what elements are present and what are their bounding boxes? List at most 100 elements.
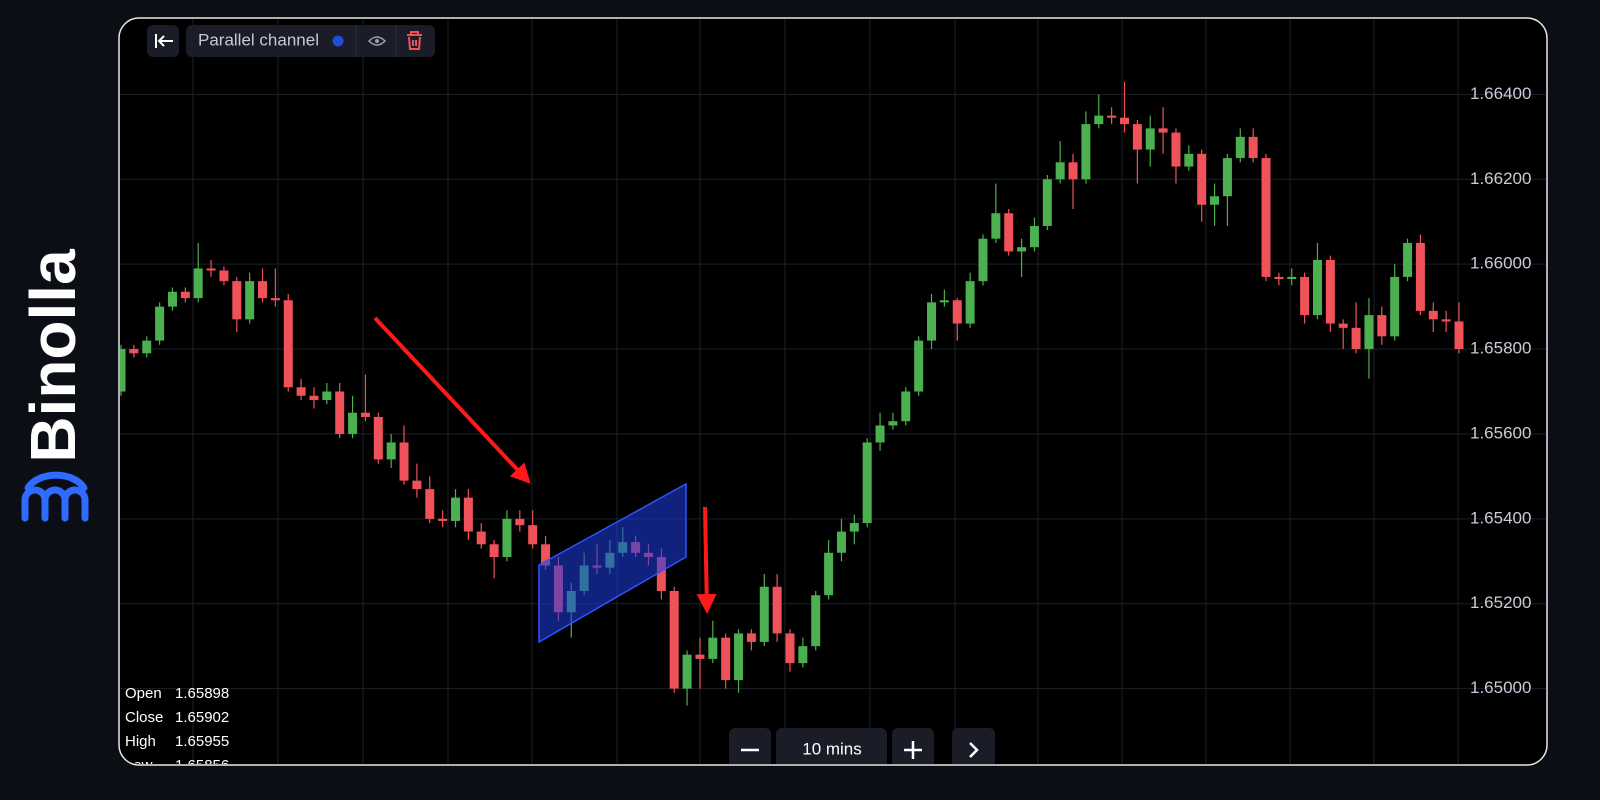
annotation-arrow [373,316,531,484]
delete-button[interactable] [407,31,422,50]
candle-body [373,416,383,460]
candle-body [1029,225,1039,248]
candle-body [502,518,512,558]
y-tick-label: 1.65200 [1470,593,1531,612]
candle-body [1300,276,1310,316]
visibility-button[interactable] [367,36,387,46]
candle-body [1222,158,1232,197]
candle-body [875,425,885,443]
y-axis: 1.66400 1.66200 1.66000 1.65800 1.65600 1.654… [1470,84,1531,697]
candle-body [914,340,924,392]
candle-body [541,544,551,566]
candle-body [1004,213,1014,252]
ohlc-value: 1.65898 [175,685,229,702]
candle-body [1454,321,1464,350]
parallel-channel[interactable] [538,482,687,644]
candle-body [1235,136,1245,159]
candle-body [219,270,229,282]
candle-body [386,442,396,460]
candle-body [1197,153,1207,205]
y-tick-label: 1.66400 [1470,84,1531,103]
drawing-color[interactable] [332,35,344,47]
candle-body [824,552,834,596]
candle-body [193,268,203,299]
candle-body [888,421,898,426]
drawing-toolbar [186,25,435,57]
candle-body [528,525,538,545]
candle-body [438,518,448,521]
brand-logo [21,471,89,522]
ohlc-label: High [125,733,156,750]
candle-body [1120,117,1129,125]
y-tick-label: 1.65600 [1470,423,1531,442]
candle-body [849,523,859,532]
candle-body [1428,310,1438,320]
y-tick-label: 1.65000 [1470,678,1531,697]
candle-body [1145,128,1155,150]
brand-name: Binolla [17,249,89,463]
candle-body [1364,315,1374,350]
ohlc-label: Close [125,709,163,726]
candle-body [142,340,152,354]
candle-body [180,291,190,299]
scroll-right-button[interactable] [952,728,995,772]
candle-body [425,489,435,519]
candle-body [759,586,769,642]
candle-body [901,391,911,422]
ohlc-panel: Open 1.65898 Close 1.65902 High 1.65955 … [125,685,229,774]
candle-body [708,637,718,659]
candle-body [120,349,126,392]
candle-body [939,300,949,303]
plot-area: 1.66400 1.66200 1.66000 1.65800 1.65600 1.654… [120,19,1546,774]
candle-body [258,281,268,299]
candle-body [952,300,962,324]
candle-body [1325,259,1335,324]
candle-body [515,518,525,526]
candle-body [669,590,679,689]
candle-body [785,633,795,664]
candle-body [1287,276,1297,280]
candle-body [1210,196,1220,205]
candle-body [1017,247,1027,252]
candle-body [734,633,744,681]
candle-body [335,391,345,434]
plus-icon [904,741,922,759]
candle-body [1312,259,1322,316]
candle-body [1094,115,1104,125]
timeframe-box[interactable] [776,728,887,772]
candle-body [1377,315,1387,337]
y-tick-label: 1.65800 [1470,339,1531,358]
chart-frame [118,17,1548,766]
y-tick-label: 1.66000 [1470,254,1531,273]
candle-body [245,281,255,320]
timeframe: 10 mins [802,739,862,758]
y-tick-label: 1.66200 [1470,169,1531,188]
candle-body [232,281,242,320]
candle-body [309,395,319,400]
ohlc-value: 1.65955 [175,733,229,750]
candle-body [451,497,460,521]
y-tick-label: 1.65400 [1470,508,1531,527]
candle-body [463,497,473,532]
candle-body [862,442,872,524]
candle-body [695,654,705,659]
candle-body [798,646,808,664]
candle-body [155,306,165,341]
ohlc-value: 1.65856 [175,757,229,774]
candles [120,81,1464,706]
candle-body [965,281,975,324]
candle-body [1441,319,1451,322]
candle-body [1184,153,1194,167]
candle-body [811,595,821,647]
candle-body [489,544,499,558]
candle-body [772,586,782,634]
candle-body [1248,136,1258,159]
candle-body [476,531,486,545]
candle-body [978,238,988,282]
candle-body [129,349,139,354]
candle-body [1338,323,1348,328]
ohlc-value: 1.65902 [175,709,229,726]
candle-body [206,268,216,271]
